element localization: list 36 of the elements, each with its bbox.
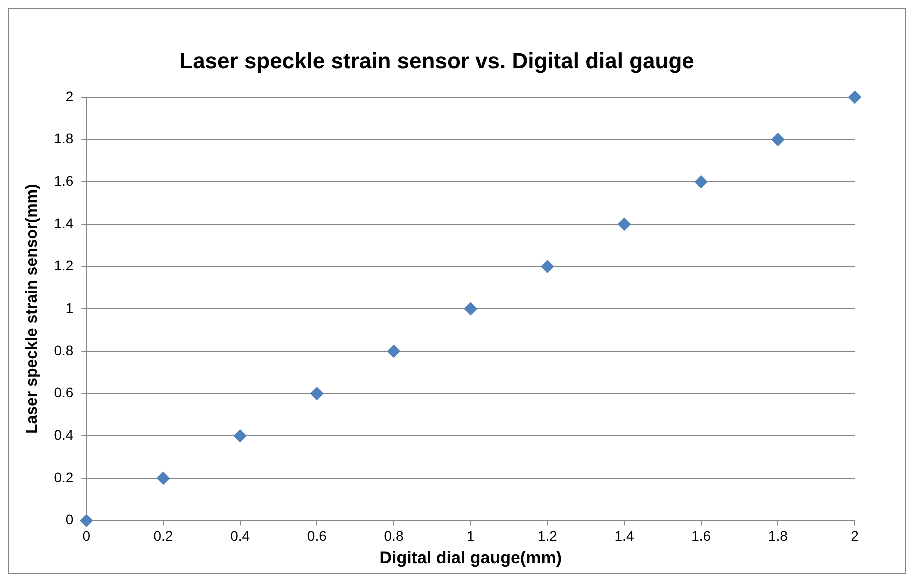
x-axis-title: Digital dial gauge(mm) [380, 548, 562, 568]
x-tick-label: 0.2 [154, 528, 174, 544]
x-tick-label: 1.8 [768, 528, 788, 544]
y-axis-title: Laser speckle strain sensor(mm) [24, 184, 42, 434]
y-tick-label: 1.4 [54, 215, 74, 232]
x-tick-label: 1 [466, 528, 475, 544]
point [156, 472, 170, 485]
point [848, 90, 862, 104]
x-tick-label: 0.4 [230, 528, 250, 544]
point [694, 176, 708, 189]
point [310, 387, 324, 400]
y-tick-label: 1.6 [54, 172, 74, 189]
y-tick-label: 1 [66, 300, 74, 316]
y-tick-label: 0.2 [54, 469, 74, 486]
point [541, 260, 554, 274]
point [464, 302, 478, 316]
y-tick-label: 0 [66, 512, 74, 528]
y-tick-label: 0.4 [54, 426, 74, 443]
x-tick-label: 0 [82, 528, 91, 544]
y-tick-label: 2 [66, 88, 74, 104]
x-tick-label: 1.6 [692, 528, 712, 544]
point [234, 430, 247, 443]
x-tick-label: 2 [851, 528, 860, 544]
point [772, 133, 785, 146]
chart-title: Laser speckle strain sensor vs. Digital dial gauge [180, 48, 694, 74]
x-tick-label: 0.8 [384, 528, 404, 544]
y-tick-label: 1.2 [54, 258, 74, 274]
x-tick-label: 1.4 [614, 528, 634, 544]
x-tick-label: 1.2 [538, 528, 558, 544]
x-tick-label: 0.6 [307, 528, 328, 544]
y-tick-label: 1.8 [54, 130, 74, 147]
point [618, 218, 631, 231]
y-tick-label: 0.8 [54, 342, 74, 358]
y-tick-label: 0.6 [54, 384, 74, 401]
point [80, 514, 94, 528]
point [387, 344, 400, 358]
